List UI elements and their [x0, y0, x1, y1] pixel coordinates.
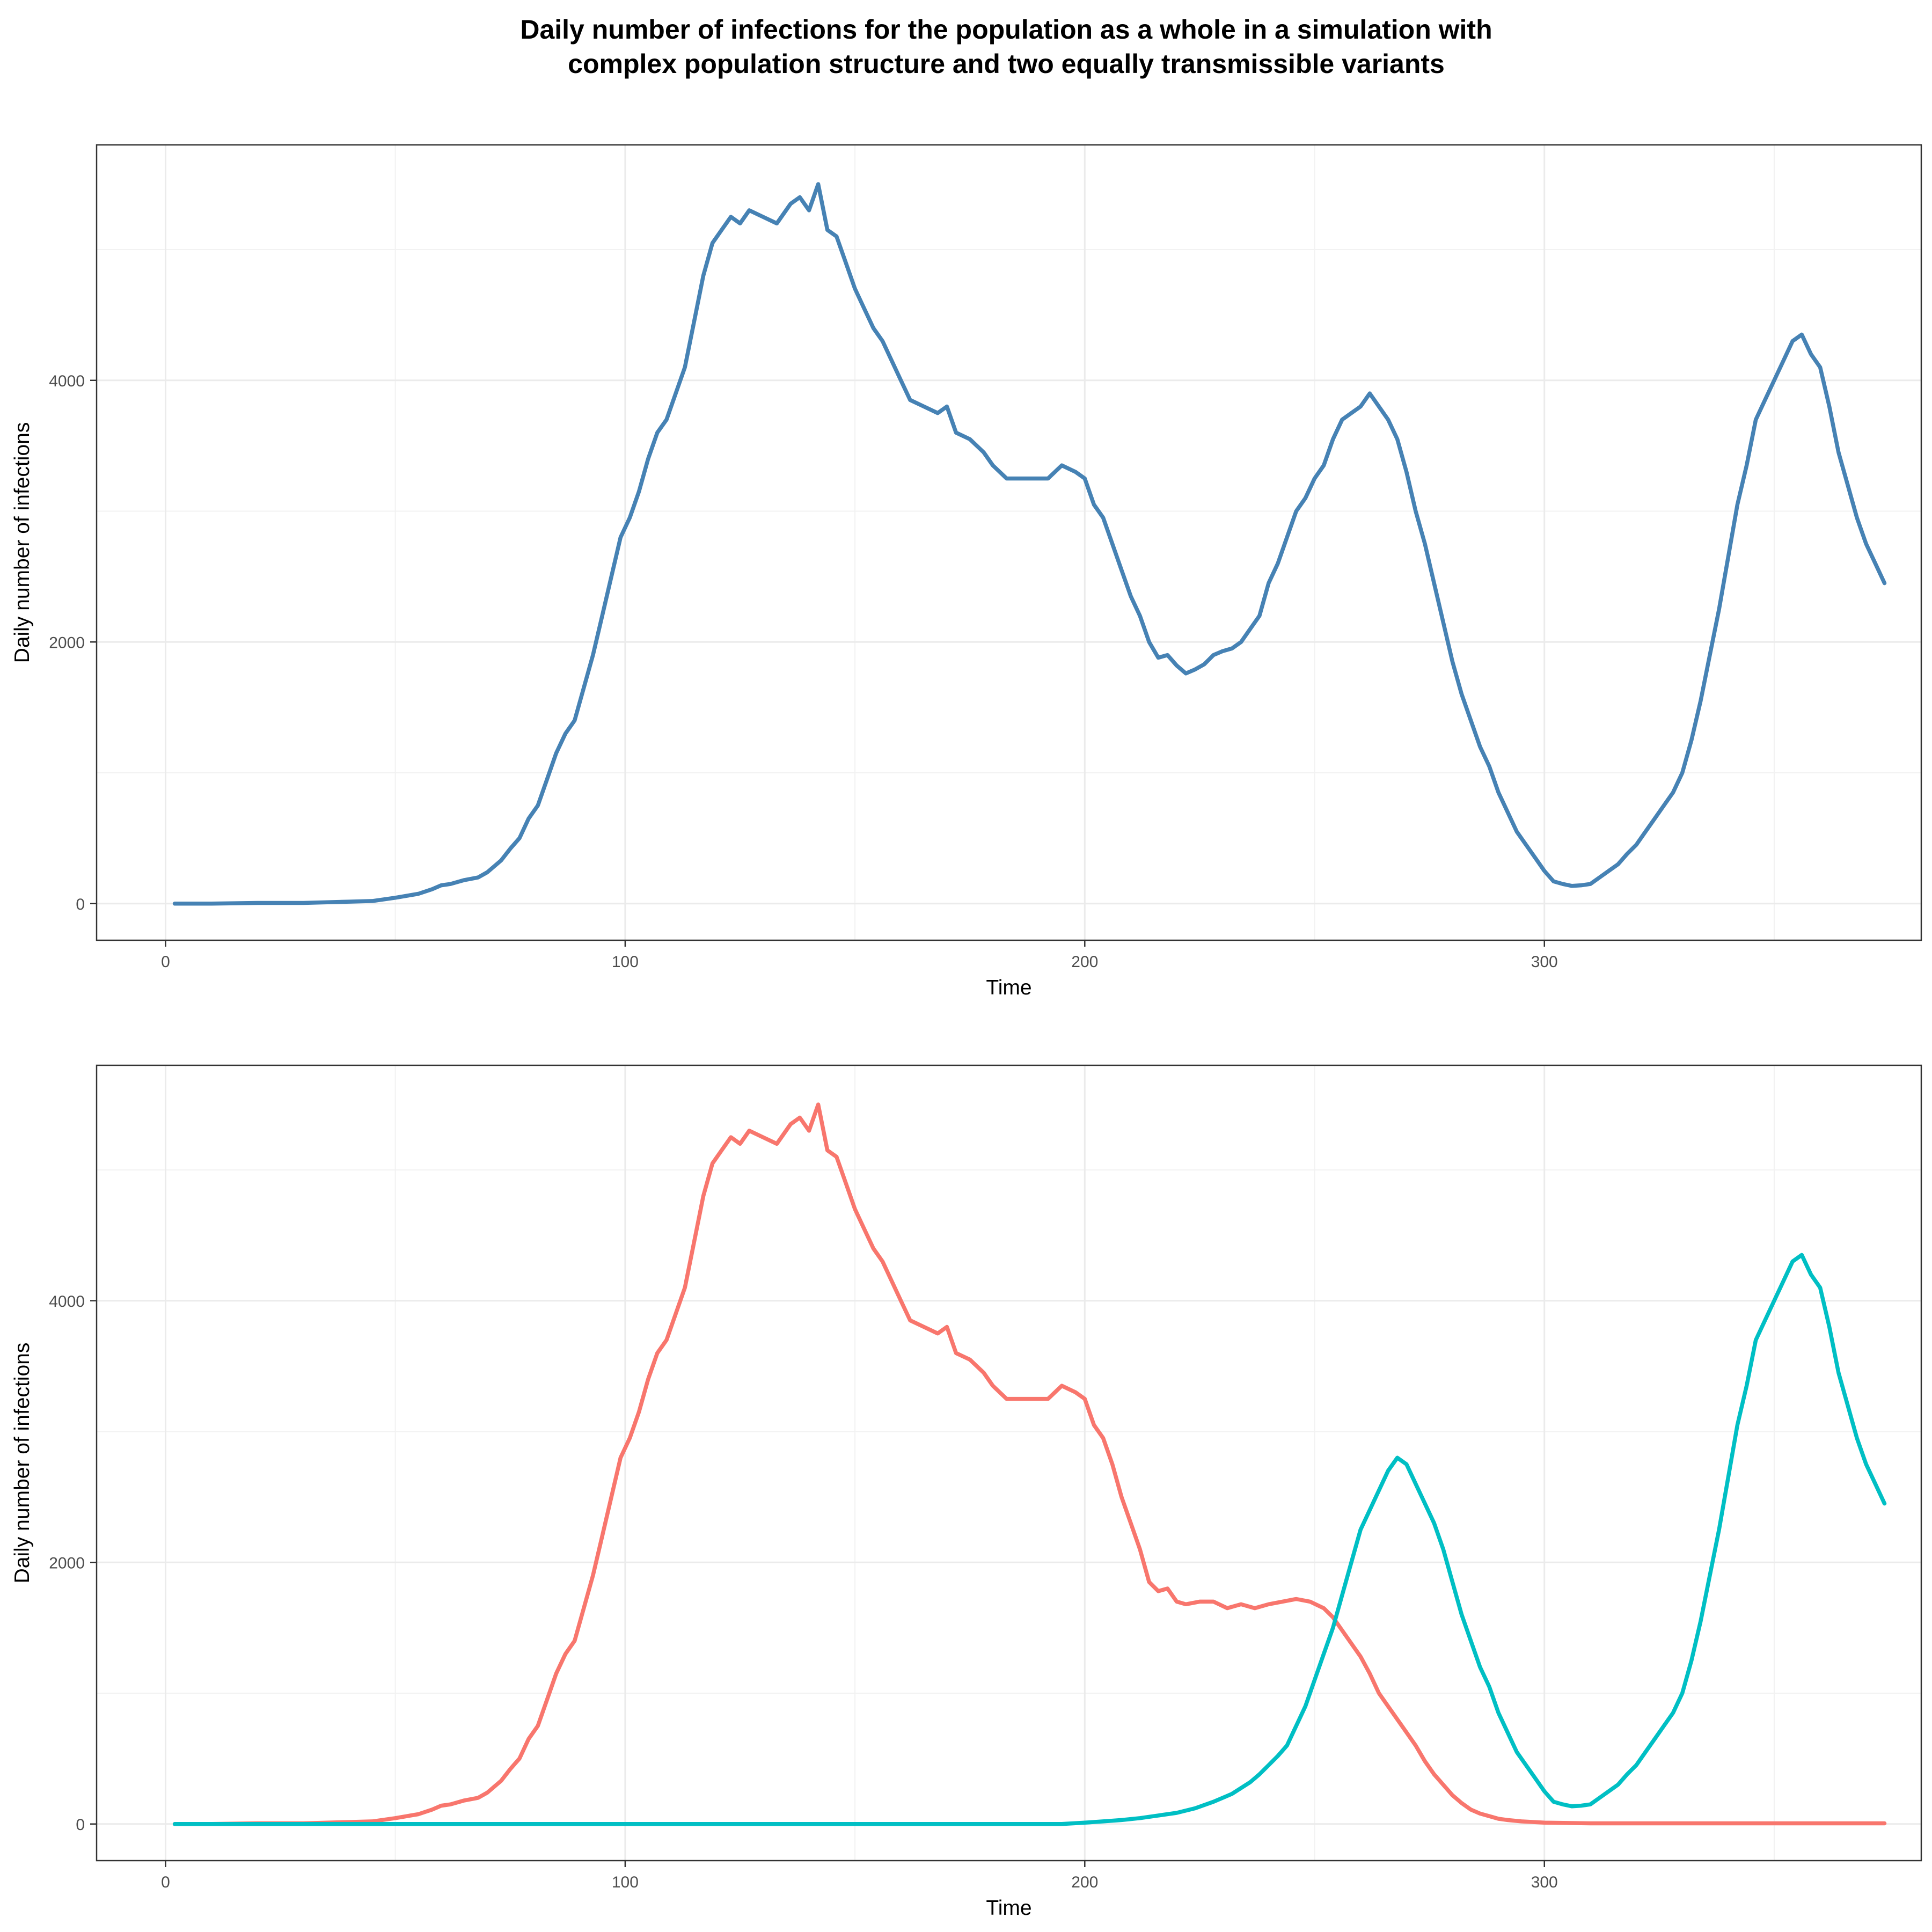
x-axis-label: Time — [986, 976, 1031, 999]
y-axis-label: Daily number of infections — [11, 1343, 34, 1584]
x-tick-label: 100 — [612, 1874, 639, 1891]
y-tick-label: 4000 — [49, 1293, 85, 1311]
chart-title-line-1: Daily number of infections for the popul… — [520, 14, 1492, 45]
y-tick-label: 4000 — [49, 372, 85, 390]
panel-border — [96, 144, 1922, 941]
x-tick-label: 300 — [1531, 953, 1558, 971]
y-axis-label: Daily number of infections — [11, 422, 34, 663]
top-panel-total-infections: 0 100 200 300 0 2000 4000 Time Daily number of i… — [11, 144, 1922, 999]
series-line-1 — [172, 1102, 1887, 1826]
y-tick-label: 2000 — [49, 1554, 85, 1572]
x-tick-label: 100 — [612, 953, 639, 971]
series-line-1 — [172, 182, 1887, 906]
bottom-panel-variant-infections: 0 100 200 300 0 2000 4000 Time Daily number of i… — [11, 1064, 1922, 1920]
x-tick-label: 200 — [1071, 1874, 1098, 1891]
x-tick-label: 0 — [161, 953, 170, 971]
y-tick-label: 0 — [76, 1816, 85, 1834]
chart-title-line-2: complex population structure and two equ… — [568, 49, 1445, 79]
y-tick-label: 0 — [76, 896, 85, 913]
y-tick-label: 2000 — [49, 634, 85, 652]
x-tick-label: 300 — [1531, 1874, 1558, 1891]
x-tick-label: 200 — [1071, 953, 1098, 971]
series-line-2 — [172, 1253, 1887, 1826]
panel-border — [96, 1064, 1922, 1862]
x-axis-label: Time — [986, 1897, 1031, 1920]
x-tick-label: 0 — [161, 1874, 170, 1891]
